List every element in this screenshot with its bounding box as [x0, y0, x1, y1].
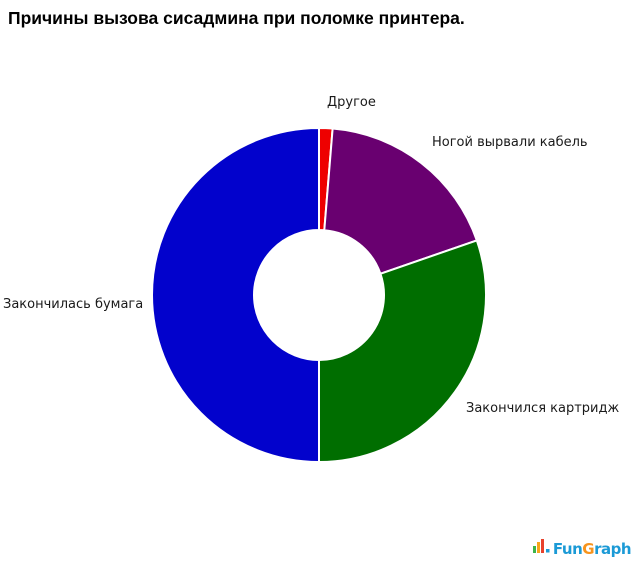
donut-slice-1	[323, 127, 479, 276]
logo-text-fun: Fun	[552, 540, 583, 558]
logo-text-g: G	[582, 540, 595, 558]
donut-slice-2	[318, 239, 487, 464]
donut-slice-3	[151, 126, 320, 464]
bar-chart-icon	[532, 538, 550, 557]
fungraph-logo-text: FunGraph	[552, 538, 632, 560]
fungraph-watermark: FunGraph	[532, 534, 632, 560]
slice-label-other: Другое	[327, 95, 376, 110]
slice-label-cable: Ногой вырвали кабель	[432, 135, 588, 150]
slice-label-cartridge: Закончился картридж	[466, 401, 620, 416]
logo-text-raph: raph	[594, 540, 631, 558]
page-title: Причины вызова сисадмина при поломке при…	[8, 8, 465, 28]
slice-label-paper: Закончилась бумага	[3, 297, 144, 312]
